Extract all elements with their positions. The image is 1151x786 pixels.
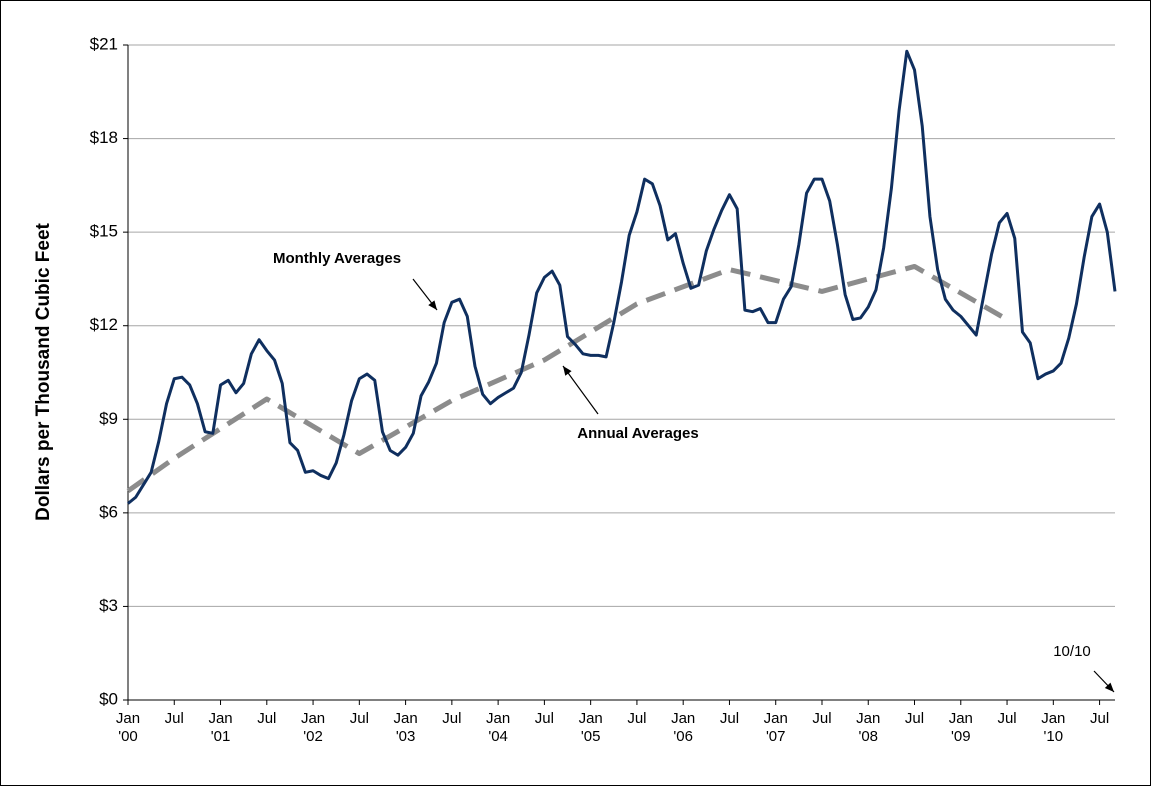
x-tick-label: Jan '03 xyxy=(394,710,418,745)
x-tick-label: Jan '10 xyxy=(1041,710,1065,745)
x-tick-label: Jul xyxy=(165,710,184,727)
x-tick-label: Jul xyxy=(627,710,646,727)
y-tick-label: $0 xyxy=(99,689,118,708)
series-annotation: Annual Averages xyxy=(577,425,698,442)
labels: $0 $3 $6 $9 $12 $15 $18 $21 Jan '00 Jul Jan '01 Jul Ja… xyxy=(90,34,1115,745)
x-tick-label: Jan '04 xyxy=(486,710,510,745)
x-tick-label: Jul xyxy=(535,710,554,727)
annotation: 10/10 xyxy=(1053,643,1091,660)
y-tick-label: $12 xyxy=(90,315,118,334)
line xyxy=(127,49,1117,505)
grid xyxy=(123,44,1115,705)
x-tick-label: Jan '05 xyxy=(579,710,603,745)
x-tick-label: Jul xyxy=(257,710,276,727)
arrow-head xyxy=(1104,682,1114,692)
x-tick-label: Jan '02 xyxy=(301,710,325,745)
x-tick-label: Jan '08 xyxy=(856,710,880,745)
x-tick-label: Jan '07 xyxy=(764,710,788,745)
x-tick-label: Jul xyxy=(905,710,924,727)
x-tick-label: Jul xyxy=(812,710,831,727)
y-tick-label: $3 xyxy=(99,596,118,615)
x-tick-label: Jul xyxy=(350,710,369,727)
y-tick-label: $21 xyxy=(90,34,118,53)
y-tick-label: $6 xyxy=(99,502,118,521)
x-tick-label: Jan '09 xyxy=(949,710,973,745)
dashed-line xyxy=(126,263,1009,494)
series-annotation: Monthly Averages xyxy=(273,250,401,267)
x-tick-label: Jan '00 xyxy=(116,710,140,745)
y-tick-label: $9 xyxy=(99,409,118,428)
x-tick-label: Jul xyxy=(997,710,1016,727)
x-tick-label: Jul xyxy=(1090,710,1109,727)
x-tick-label: Jul xyxy=(720,710,739,727)
x-tick-label: Jan '06 xyxy=(671,710,695,745)
x-tick-label: Jul xyxy=(442,710,461,727)
y-tick-label: $18 xyxy=(90,128,118,147)
arrow-head xyxy=(428,300,437,310)
marks xyxy=(126,49,1117,505)
y-axis-label: Dollars per Thousand Cubic Feet xyxy=(33,222,54,520)
arrow-head xyxy=(563,366,572,376)
annotation-arrow xyxy=(562,365,599,415)
x-tick-label: Jan '01 xyxy=(208,710,232,745)
y-tick-label: $15 xyxy=(90,222,118,241)
